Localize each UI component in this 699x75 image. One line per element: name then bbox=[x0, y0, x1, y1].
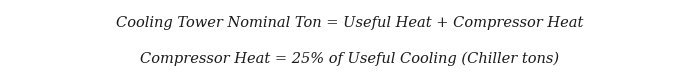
Text: Compressor Heat = 25% of Useful Cooling (Chiller tons): Compressor Heat = 25% of Useful Cooling … bbox=[140, 51, 559, 66]
Text: Cooling Tower Nominal Ton = Useful Heat + Compressor Heat: Cooling Tower Nominal Ton = Useful Heat … bbox=[116, 16, 583, 29]
